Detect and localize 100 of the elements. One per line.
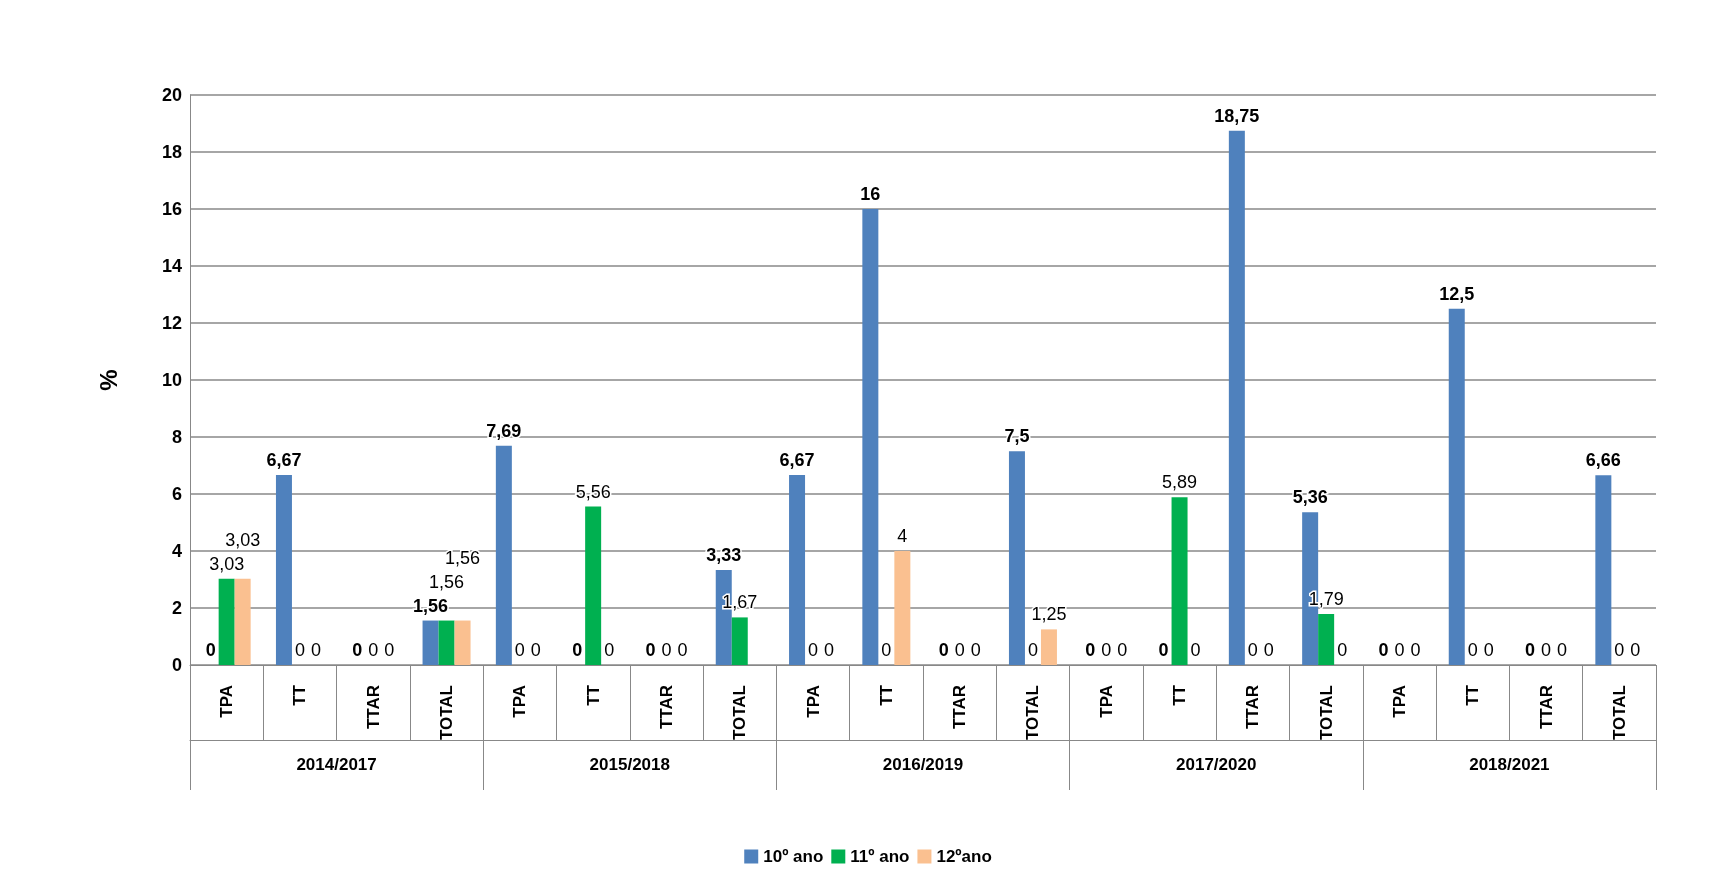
data-label: 3,33 xyxy=(706,545,742,566)
data-label: 6,67 xyxy=(779,449,815,470)
data-label: 0 xyxy=(1483,640,1494,660)
x-tick-label: TPA xyxy=(217,685,237,718)
y-tick-label: 16 xyxy=(161,199,182,219)
x-tick-label: TT xyxy=(1170,684,1190,706)
y-tick-label: 10 xyxy=(161,370,182,390)
bar xyxy=(1040,629,1057,665)
data-label: 0 xyxy=(384,640,395,660)
data-label: 18,75 xyxy=(1214,105,1260,126)
data-label: 0 xyxy=(808,640,819,660)
y-tick-label: 2 xyxy=(171,598,182,618)
legend-label: 10º ano xyxy=(763,847,824,866)
x-tick-label: TT xyxy=(583,684,603,706)
data-label: 0 xyxy=(677,640,688,660)
data-label: 0 xyxy=(368,640,379,660)
y-axis-title: % xyxy=(94,369,122,391)
data-label: 0 xyxy=(1158,640,1169,660)
data-label: 0 xyxy=(294,640,305,660)
y-tick-label: 18 xyxy=(161,142,182,162)
data-label: 1,25 xyxy=(1031,604,1067,625)
bar xyxy=(234,578,251,665)
data-label: 0 xyxy=(1337,640,1348,660)
x-tick-label: TTAR xyxy=(1536,685,1556,730)
data-label: 0 xyxy=(1263,640,1274,660)
y-tick-label: 12 xyxy=(161,313,182,333)
bar xyxy=(454,620,471,665)
data-label: 0 xyxy=(530,640,541,660)
x-tick-label: TOTAL xyxy=(730,685,750,741)
text: 2014/2017 xyxy=(296,755,377,774)
data-label: 7,69 xyxy=(486,420,522,441)
data-label: 0 xyxy=(881,640,892,660)
data-label: 0 xyxy=(1117,640,1128,660)
data-label: 0 xyxy=(1467,640,1478,660)
bar xyxy=(789,474,806,665)
data-label: 0 xyxy=(824,640,835,660)
data-label: 0 xyxy=(1394,640,1405,660)
data-label: 0 xyxy=(661,640,672,660)
x-tick-label: TOTAL xyxy=(1316,685,1336,741)
bar xyxy=(731,617,748,665)
data-label: 0 xyxy=(1614,640,1625,660)
data-label: 4 xyxy=(897,526,908,546)
data-label: 0 xyxy=(1190,640,1201,660)
bar xyxy=(1228,130,1245,665)
data-label: 0 xyxy=(572,640,583,660)
y-tick-label: 0 xyxy=(171,655,182,675)
bar xyxy=(438,620,455,665)
legend-label: 12ºano xyxy=(936,847,992,866)
text: 2017/2020 xyxy=(1176,755,1257,774)
text: 2015/2018 xyxy=(589,755,670,774)
data-label: 0 xyxy=(970,640,981,660)
data-label: 6,67 xyxy=(266,449,302,470)
y-tick-label: 6 xyxy=(171,484,182,504)
data-label: 3,03 xyxy=(209,553,245,574)
data-label: 7,5 xyxy=(1004,426,1030,447)
data-label: 1,56 xyxy=(445,547,481,568)
data-label: 0 xyxy=(938,640,949,660)
x-tick-label: TTAR xyxy=(950,685,970,730)
data-label: 12,5 xyxy=(1439,283,1475,304)
y-tick-label: 14 xyxy=(161,256,182,276)
text: 2018/2021 xyxy=(1469,755,1550,774)
data-label: 0 xyxy=(514,640,525,660)
data-label: 5,56 xyxy=(575,481,611,502)
data-label: 0 xyxy=(1378,640,1389,660)
x-tick-label: TT xyxy=(1463,684,1483,706)
data-label: 16 xyxy=(860,184,881,204)
x-tick-label: TT xyxy=(876,684,896,706)
data-label: 0 xyxy=(954,640,965,660)
x-tick-label: TPA xyxy=(1096,685,1116,718)
data-label: 0 xyxy=(1101,640,1112,660)
bar xyxy=(422,620,439,665)
bar xyxy=(275,474,292,665)
data-label: 0 xyxy=(1630,640,1641,660)
x-tick-label: TOTAL xyxy=(1609,685,1629,741)
data-label: 0 xyxy=(1247,640,1258,660)
data-label: 1,56 xyxy=(429,571,465,592)
bar xyxy=(1008,451,1025,665)
data-label: 0 xyxy=(1541,640,1552,660)
data-label: 0 xyxy=(1027,640,1038,660)
data-label: 0 xyxy=(310,640,321,660)
bar xyxy=(862,209,879,665)
data-label: 0 xyxy=(645,640,656,660)
x-tick-label: TOTAL xyxy=(437,685,457,741)
x-tick-label: TT xyxy=(290,684,310,706)
bar xyxy=(1171,497,1188,665)
data-label: 1,56 xyxy=(413,595,449,616)
bar xyxy=(585,506,602,665)
text: 2016/2019 xyxy=(882,755,964,774)
data-label: 5,89 xyxy=(1162,472,1198,493)
data-label: 0 xyxy=(1410,640,1421,660)
y-tick-label: 20 xyxy=(161,85,182,105)
bar xyxy=(1318,613,1335,665)
bar xyxy=(1448,308,1465,665)
x-tick-label: TPA xyxy=(1389,685,1409,718)
x-tick-label: TTAR xyxy=(1243,685,1263,730)
data-label: 0 xyxy=(604,640,615,660)
data-label: 0 xyxy=(1557,640,1568,660)
x-tick-label: TOTAL xyxy=(1023,685,1043,741)
bar xyxy=(218,578,235,665)
bar xyxy=(495,445,512,665)
